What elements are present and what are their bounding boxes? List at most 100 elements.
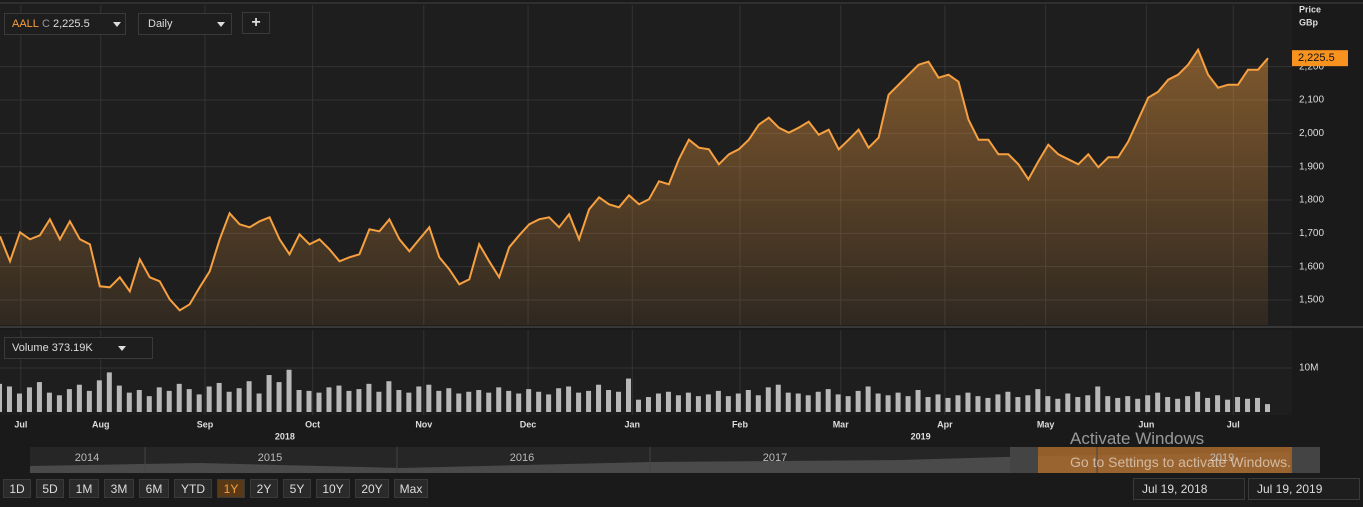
volume-bar (1085, 395, 1091, 412)
volume-bar (536, 391, 542, 412)
range-button[interactable]: 2Y (250, 479, 278, 498)
symbol-box[interactable]: AALL C 2,225.5 (4, 13, 126, 35)
date-to[interactable]: Jul 19, 2019 (1248, 478, 1360, 500)
volume-bar (1195, 391, 1201, 412)
add-button[interactable]: + (242, 12, 270, 34)
volume-bar (1235, 397, 1241, 412)
volume-name: Volume (12, 342, 49, 354)
volume-bar (146, 396, 152, 412)
navigator-area (30, 452, 1290, 473)
volume-bar (725, 396, 731, 412)
volume-bar (945, 397, 951, 412)
range-button[interactable]: 20Y (355, 479, 389, 498)
volume-bar (56, 395, 62, 412)
interval-box[interactable]: Daily (138, 13, 232, 35)
volume-bar (36, 382, 42, 412)
volume-bar (86, 390, 92, 412)
volume-bar (406, 392, 412, 412)
range-button[interactable]: 6M (139, 479, 169, 498)
volume-bar (0, 383, 2, 412)
volume-bar (1145, 395, 1151, 412)
volume-bar (346, 390, 352, 412)
volume-bar (436, 390, 442, 412)
volume-bar (915, 390, 921, 412)
volume-bar (1245, 398, 1251, 412)
volume-bar (466, 391, 472, 412)
range-button[interactable]: 10Y (316, 479, 350, 498)
range-button[interactable]: Max (394, 479, 428, 498)
navigator-year: 2017 (763, 452, 787, 464)
volume-bar (935, 394, 941, 412)
x-tick-label: Jun (1138, 419, 1154, 429)
range-button[interactable]: 3M (104, 479, 134, 498)
volume-bar (1095, 386, 1101, 412)
volume-bar (1155, 392, 1161, 412)
volume-bar (705, 394, 711, 412)
volume-bar (306, 390, 312, 412)
navigator-year: 2015 (258, 452, 282, 464)
volume-bar (995, 394, 1001, 412)
volume-bar (905, 396, 911, 412)
volume-bar (1175, 398, 1181, 412)
x-tick-label: Aug (92, 419, 110, 429)
volume-box[interactable]: Volume 373.19K (4, 337, 153, 359)
volume-bar (855, 390, 861, 412)
volume-bar (426, 384, 432, 412)
volume-bar (795, 393, 801, 412)
range-button[interactable]: 5D (36, 479, 64, 498)
volume-bar (985, 397, 991, 412)
volume-bar (665, 391, 671, 412)
volume-bar (1075, 397, 1081, 412)
volume-bar (875, 393, 881, 412)
x-tick-label: Apr (937, 419, 953, 429)
volume-bar (1005, 391, 1011, 412)
volume-bar (316, 392, 322, 412)
range-button[interactable]: 5Y (283, 479, 311, 498)
navigator-year: 2019 (1210, 452, 1234, 464)
x-tick-label: Feb (732, 419, 749, 429)
volume-bar (356, 389, 362, 412)
volume-bar (1165, 397, 1171, 412)
volume-bar (236, 388, 242, 412)
x-tick-label: Sep (197, 419, 214, 429)
volume-bar (1035, 389, 1041, 412)
date-to-text: Jul 19, 2019 (1257, 482, 1323, 496)
volume-bar (675, 395, 681, 412)
range-button[interactable]: 1Y (217, 479, 245, 498)
y-tick-label: 1,500 (1299, 295, 1324, 306)
price-line (0, 47, 1269, 312)
x-tick-label: Dec (520, 419, 537, 429)
volume-bar (526, 389, 532, 412)
volume-bar (635, 399, 641, 412)
volume-bar (755, 395, 761, 412)
volume-bar (106, 372, 112, 412)
volume-bar (266, 375, 272, 412)
volume-bar (1205, 397, 1211, 412)
range-button[interactable]: YTD (174, 479, 212, 498)
date-from[interactable]: Jul 19, 2018 (1133, 478, 1245, 500)
volume-bar (785, 392, 791, 412)
y-tick-label: 2,100 (1299, 95, 1324, 106)
watermark-text: Go to Settings to activate Windows. (1070, 454, 1291, 470)
volume-bar (1025, 395, 1031, 412)
dropdown-arrow (113, 22, 121, 27)
volume-bar (1135, 398, 1141, 412)
navigator-handle[interactable] (1292, 447, 1320, 473)
volume-bar (366, 383, 372, 412)
y-tick-label: 1,800 (1299, 195, 1324, 206)
navigator-selection[interactable] (1038, 447, 1292, 473)
navigator-handle[interactable] (1010, 447, 1038, 473)
y-tick-label: 2,000 (1299, 128, 1324, 139)
range-button[interactable]: 1M (69, 479, 99, 498)
range-button[interactable]: 1D (3, 479, 31, 498)
volume-bar (925, 397, 931, 412)
volume-bar (116, 385, 122, 412)
volume-bar (715, 390, 721, 412)
volume-bar (606, 390, 612, 412)
volume-bar (246, 381, 252, 412)
volume-bar (1185, 396, 1191, 412)
volume-bar (566, 386, 572, 412)
volume-bar (546, 394, 552, 412)
